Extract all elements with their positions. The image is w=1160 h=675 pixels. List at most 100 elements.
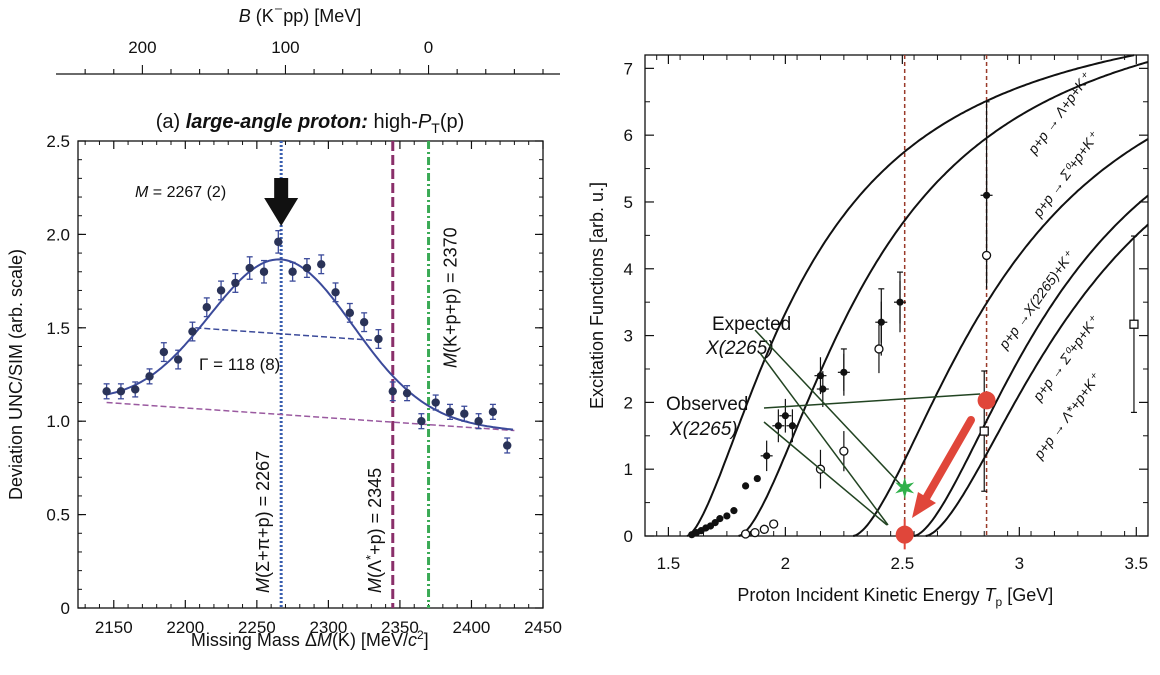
expected-star-marker [895,476,915,499]
filled-data-point [716,515,724,523]
panel-a-xtick-label: 2300 [309,618,347,637]
excitation-curve [852,138,1149,537]
panel-a-ytick-label: 1.0 [46,412,70,431]
data-point [145,372,154,381]
filled-data-point [781,412,789,420]
data-point [317,260,326,269]
curve-label: p+p →X(2265)+K⁺ [995,247,1078,353]
observed-marker [977,391,996,410]
filled-data-point [819,385,827,393]
data-point [503,441,512,450]
data-point [474,417,483,426]
data-point [460,409,469,418]
panel-a-ytick-label: 0 [61,599,70,618]
panel-b-ytick-label: 3 [624,327,633,346]
panel-b-xtick-label: 2 [781,554,790,573]
panel-a-xtick-label: 2400 [453,618,491,637]
data-point [259,267,269,276]
panel-b-xlabel: Proton Incident Kinetic Energy Tp [GeV] [737,585,1053,609]
panel-a-xtick-label: 2200 [166,618,204,637]
data-point [159,347,169,357]
label-line-2267: M(Σ+π+p) = 2267 [253,451,273,593]
data-point [173,355,183,364]
panel-a-frame [77,140,544,609]
top-axis-tick-label: 200 [128,38,156,57]
open-data-point [874,344,884,354]
data-point [345,308,355,318]
panel-b-ytick-label: 2 [624,393,633,412]
filled-data-point [723,512,731,520]
filled-data-point [763,452,771,460]
label-observed-x: X(2265) [669,419,738,440]
excitation-curve [913,194,1149,537]
top-axis-tick-label: 0 [424,38,433,57]
label-expected-x: X(2265) [705,338,774,359]
data-point [331,288,340,297]
filled-data-point [788,422,796,430]
panel-b-ytick-label: 1 [624,460,633,479]
background-line [106,401,515,432]
annotation-mass: M = 2267 (2) [135,184,226,201]
fit-curve [106,258,514,431]
top-axis-title: B (K⁻pp) [MeV] [239,2,362,26]
panel-a-xtick-label: 2250 [238,618,276,637]
data-point [188,327,197,336]
open-data-point [740,529,751,539]
data-point [216,286,226,295]
panel-a-xtick-label: 2450 [524,618,562,637]
data-point [274,237,283,247]
panel-a-xtick-label: 2350 [381,618,419,637]
panel-a-ytick-label: 2.0 [46,225,70,244]
panel-a-ytick-label: 2.5 [46,132,70,151]
red-arrow-head [912,492,936,518]
open-square-point [1129,319,1139,329]
panel-b-ylabel: Excitation Functions [arb. u.] [587,182,607,409]
panel-a-title: (a) large-angle proton: high-PT(p) [156,111,465,136]
panel-b-ytick-label: 7 [624,59,633,78]
width-dashed-line [195,327,382,342]
open-data-point [839,446,849,456]
panel-b-ytick-label: 5 [624,193,633,212]
open-data-point [769,519,779,529]
open-data-point [750,528,760,538]
open-square-point [979,426,989,436]
panel-b-ytick-label: 4 [624,260,633,279]
label-expected: Expected [712,314,791,335]
data-point [359,317,369,327]
pointer-observed-bottom [763,421,888,526]
data-point [116,387,126,396]
panel-b-frame [644,54,1149,537]
data-point [202,303,211,312]
top-axis-tick-label: 100 [271,38,299,57]
data-point [488,407,498,417]
panel-b-ytick-label: 6 [624,126,633,145]
data-point [288,267,297,276]
data-point [388,387,397,396]
filled-data-point [742,482,750,490]
open-data-point [759,524,769,534]
label-line-2370: M(K+p+p) = 2370 [441,227,461,368]
data-point [374,334,383,344]
panel-b-xtick-label: 1.5 [657,554,681,573]
data-point [131,385,140,394]
annotation-gamma: Γ = 118 (8) [199,355,280,374]
data-point [231,278,240,288]
filled-data-point [730,507,738,515]
excitation-curve [738,61,1149,537]
pointer-observed-red [763,393,981,409]
data-point [402,388,412,398]
pointer-expected-star [754,329,901,485]
data-point [245,263,254,273]
excitation-curve [686,54,1135,537]
panel-b-xtick-label: 3.5 [1124,554,1148,573]
filled-data-point [753,474,761,483]
filled-data-point [774,422,782,430]
peak-arrow [264,178,299,226]
excitation-curve [925,223,1149,537]
data-point [431,398,440,407]
panel-b-ytick-label: 0 [624,527,633,546]
panel-a-ytick-label: 1.5 [46,319,70,338]
pointer-expected-base [759,352,889,526]
red-arrow-shaft [921,416,975,504]
